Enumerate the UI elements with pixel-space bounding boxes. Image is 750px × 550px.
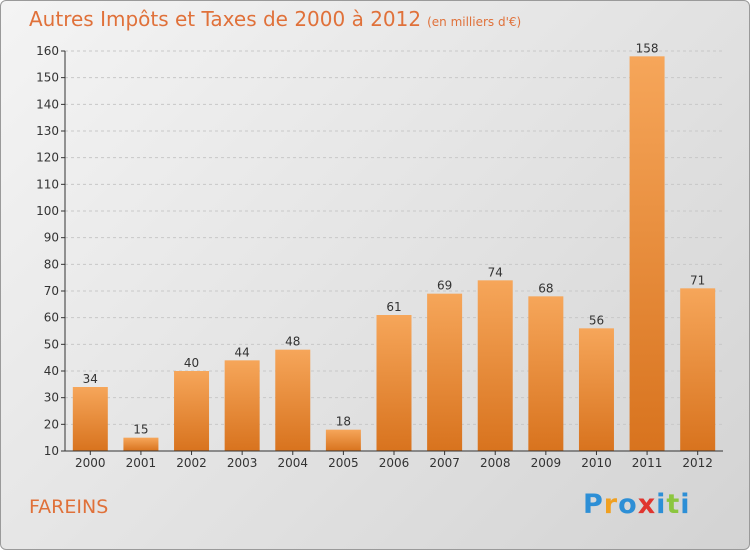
chart-subtitle: (en milliers d'€) (427, 15, 522, 29)
bar (123, 437, 159, 451)
commune-name: FAREINS (29, 496, 109, 518)
y-tick-label: 30 (44, 391, 59, 405)
y-tick-label: 100 (36, 204, 59, 218)
data-label: 71 (690, 273, 705, 287)
data-labels: 34 15 40 44 48 18 61 69 74 68 56 158 71 (83, 41, 706, 436)
bar (325, 429, 361, 451)
y-tick-label: 90 (44, 231, 59, 245)
x-tick-label: 2003 (227, 456, 258, 470)
x-tick-label: 2001 (126, 456, 157, 470)
data-label: 74 (488, 265, 503, 279)
x-tick-label: 2006 (379, 456, 410, 470)
data-label: 61 (386, 300, 401, 314)
y-tick-label: 120 (36, 151, 59, 165)
x-tick-label: 2011 (632, 456, 663, 470)
x-tick-label: 2000 (75, 456, 106, 470)
x-tick-label: 2007 (429, 456, 460, 470)
y-tick-label: 80 (44, 257, 59, 271)
bar (174, 371, 210, 451)
data-label: 68 (538, 281, 553, 295)
y-tick-label: 70 (44, 284, 59, 298)
bar (629, 56, 665, 451)
y-tick-label: 50 (44, 337, 59, 351)
data-label: 56 (589, 313, 604, 327)
y-tick-label: 40 (44, 364, 59, 378)
bar (275, 349, 311, 451)
x-tick-label: 2009 (531, 456, 562, 470)
chart-title: Autres Impôts et Taxes de 2000 à 2012 (en… (29, 7, 521, 31)
bar (528, 296, 564, 451)
data-label: 34 (83, 372, 98, 386)
y-tick-label: 60 (44, 311, 59, 325)
bar (680, 288, 716, 451)
bar (578, 328, 614, 451)
chart-title-text: Autres Impôts et Taxes de 2000 à 2012 (29, 7, 422, 31)
y-tick-label: 150 (36, 71, 59, 85)
bar (224, 360, 260, 451)
axes: 10 20 30 40 50 60 70 80 90 100 110 120 130 140 150 160 2… (36, 44, 723, 470)
y-tick-label: 10 (44, 444, 59, 458)
y-tick-label: 130 (36, 124, 59, 138)
x-tick-label: 2008 (480, 456, 511, 470)
y-tick-label: 160 (36, 44, 59, 58)
data-label: 69 (437, 279, 452, 293)
proxiti-logo: Proxiti (583, 489, 691, 520)
data-label: 44 (235, 345, 250, 359)
data-label: 158 (636, 41, 659, 55)
bar (477, 280, 513, 451)
data-label: 48 (285, 335, 300, 349)
data-label: 15 (133, 423, 148, 437)
bars (72, 56, 716, 451)
y-tick-label: 110 (36, 177, 59, 191)
data-label: 18 (336, 415, 351, 429)
bar (427, 293, 463, 451)
x-tick-label: 2002 (176, 456, 207, 470)
data-label: 40 (184, 356, 199, 370)
x-tick-label: 2005 (328, 456, 359, 470)
bar (376, 315, 412, 451)
bar (72, 387, 108, 451)
y-tick-label: 140 (36, 97, 59, 111)
x-tick-label: 2004 (277, 456, 308, 470)
x-tick-label: 2012 (682, 456, 713, 470)
x-tick-label: 2010 (581, 456, 612, 470)
y-tick-label: 20 (44, 417, 59, 431)
